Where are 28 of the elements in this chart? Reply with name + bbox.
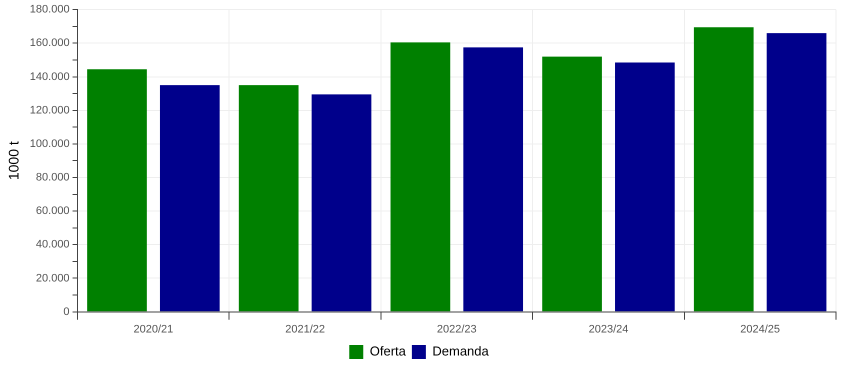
- y-tick-label: 160.000: [30, 37, 70, 50]
- bar: [238, 85, 299, 312]
- bar: [312, 94, 372, 312]
- bar: [694, 27, 754, 312]
- y-axis-title: 1000 t: [5, 141, 22, 180]
- bar: [542, 56, 602, 312]
- y-tick-label: 0: [63, 306, 70, 318]
- bar: [87, 69, 147, 312]
- legend-label: Oferta: [370, 344, 407, 359]
- y-tick-label: 20.000: [36, 272, 70, 284]
- y-tick-label: 40.000: [36, 238, 70, 251]
- bar: [615, 62, 675, 312]
- y-tick-label: 60.000: [36, 205, 70, 218]
- legend-label: Demanda: [432, 344, 490, 359]
- x-tick-label: 2023/24: [588, 323, 628, 336]
- x-tick-label: 2020/21: [134, 323, 174, 336]
- y-tick-label: 120.000: [30, 104, 70, 116]
- x-tick-label: 2022/23: [436, 323, 477, 336]
- bar: [766, 33, 826, 312]
- x-tick-label: 2024/25: [740, 323, 780, 336]
- bar: [463, 47, 524, 312]
- bar: [390, 42, 450, 312]
- y-tick-label: 100.000: [30, 138, 70, 150]
- y-tick-label: 80.000: [36, 172, 70, 184]
- y-tick-label: 140.000: [30, 70, 70, 83]
- bar: [160, 85, 220, 312]
- x-tick-label: 2021/22: [285, 323, 325, 336]
- y-tick-label: 180.000: [30, 4, 70, 16]
